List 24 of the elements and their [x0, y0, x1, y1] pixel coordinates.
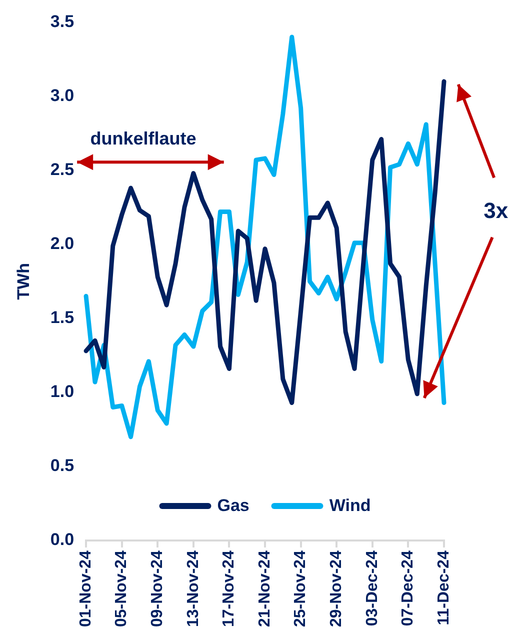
x-tick-label: 05-Nov-24: [113, 550, 130, 628]
y-tick-label: 1.0: [50, 382, 74, 402]
x-tick-label: 21-Nov-24: [256, 550, 274, 628]
text: 3x: [484, 198, 508, 224]
y-tick-label: 3.5: [50, 12, 74, 31]
x-tick-label: 09-Nov-24: [149, 550, 166, 628]
x-tick-label: 07-Dec-24: [400, 550, 417, 626]
x-tick-label: 01-Nov-24: [77, 550, 94, 628]
y-tick-label: 0.5: [50, 456, 74, 476]
y-tick-label: 3.0: [50, 86, 74, 105]
y-tick-label: 0.0: [50, 530, 74, 550]
x-tick-label: 25-Nov-24: [292, 550, 310, 628]
x-tick-label: 29-Nov-24: [328, 550, 346, 628]
y-tick-label: 2.0: [50, 234, 74, 254]
y-tick-label: 1.5: [50, 308, 74, 328]
legend-label: Wind: [329, 496, 371, 516]
x-tick-label: 03-Dec-24: [364, 550, 381, 626]
x-tick-label: 17-Nov-24: [220, 550, 238, 628]
x-tick-label: 13-Nov-24: [184, 550, 202, 628]
annotation: dunkelflaute: [90, 128, 196, 150]
y-axis-title: TWh: [14, 262, 33, 300]
y-tick-label: 2.5: [50, 160, 74, 179]
legend-label: Gas: [217, 496, 250, 516]
x-tick-label: 11-Dec-24: [435, 550, 452, 626]
